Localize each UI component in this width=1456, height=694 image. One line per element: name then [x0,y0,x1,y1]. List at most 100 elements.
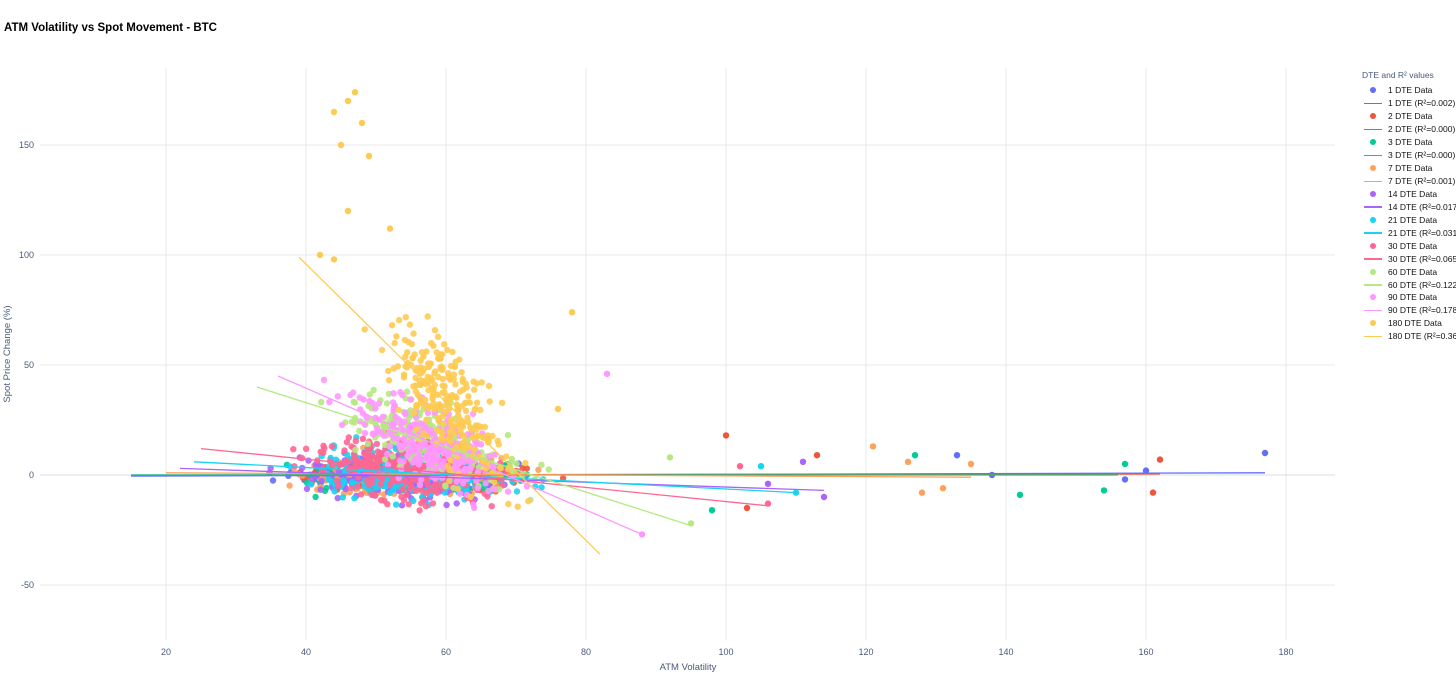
scatter-point [456,356,463,363]
scatter-point [417,400,424,407]
legend-item-data[interactable]: 180 DTE Data [1362,317,1456,330]
scatter-point [498,455,505,462]
legend-item-fit[interactable]: 14 DTE (R²=0.017) [1362,200,1456,213]
legend-label: 1 DTE (R²=0.002) [1388,98,1456,109]
y-tick-label: 50 [24,360,34,370]
scatter-point [387,430,394,437]
legend-item-fit[interactable]: 3 DTE (R²=0.000) [1362,149,1456,162]
scatter-point [405,439,412,446]
scatter-point [386,481,394,488]
scatter-point [331,488,338,495]
scatter-point [1142,467,1150,474]
legend-item-data[interactable]: 14 DTE Data [1362,188,1456,201]
scatter-point [433,489,441,496]
scatter-point [428,402,435,410]
scatter-point [352,437,359,445]
legend-item-data[interactable]: 7 DTE Data [1362,162,1456,175]
scatter-point [431,327,439,334]
scatter-point [317,448,324,455]
scatter-point [446,477,453,484]
scatter-point [522,459,529,467]
scatter-point [422,404,429,411]
scatter-point [343,439,351,446]
legend-marker-icon [1362,137,1384,147]
scatter-point [351,89,359,96]
scatter-point [400,496,408,504]
scatter-point [423,416,431,424]
scatter-point [1149,489,1157,496]
legend-label: 60 DTE Data [1388,266,1438,277]
scatter-point [368,491,375,498]
scatter-point [495,486,503,493]
scatter-point [503,453,510,460]
x-tick-label: 140 [998,647,1013,657]
scatter-point [445,374,452,381]
legend-item-fit[interactable]: 1 DTE (R²=0.002) [1362,97,1456,110]
scatter-point [757,463,765,470]
scatter-point [435,373,442,381]
scatter-point [343,458,350,466]
legend-item-data[interactable]: 2 DTE Data [1362,110,1456,123]
scatter-point [495,441,502,448]
scatter-point [463,475,471,483]
scatter-point [391,339,398,347]
legend-marker-icon [1362,267,1384,277]
scatter-point [369,452,376,460]
scatter-point [391,402,398,409]
scatter-point [422,503,430,510]
legend-item-fit[interactable]: 60 DTE (R²=0.122) [1362,278,1456,291]
scatter-point [485,382,493,390]
scatter-point [473,441,480,448]
scatter-point [446,396,453,403]
scatter-point [400,374,408,381]
scatter-point [373,440,381,448]
legend-item-fit[interactable]: 180 DTE (R²=0.364) [1362,330,1456,343]
fit-lines-layer [130,256,1266,555]
scatter-point [338,421,346,429]
legend-item-fit[interactable]: 21 DTE (R²=0.031) [1362,226,1456,239]
scatter-point [361,326,368,333]
scatter-point [453,500,460,507]
scatter-point [445,434,453,442]
scatter-point [302,445,310,452]
scatter-point [430,449,437,456]
scatter-point [459,439,467,446]
scatter-point [1156,456,1164,463]
x-tick-label: 100 [718,647,733,657]
scatter-point [351,399,358,406]
legend-marker-icon [1362,163,1384,173]
legend-marker-icon [1362,189,1384,199]
legend-item-fit[interactable]: 2 DTE (R²=0.000) [1362,123,1456,136]
scatter-point [379,475,386,482]
scatter-point [364,440,372,447]
scatter-point [416,481,424,489]
legend-item-fit[interactable]: 90 DTE (R²=0.178) [1362,304,1456,317]
legend-line-icon [1362,98,1384,108]
scatter-point [395,406,402,414]
scatter-point [386,225,394,232]
legend-item-data[interactable]: 3 DTE Data [1362,136,1456,149]
scatter-point [334,482,342,489]
y-tick-label: 150 [19,140,34,150]
scatter-point [286,482,293,489]
scatter-point [457,490,464,497]
scatter-point [1016,491,1024,498]
legend-item-data[interactable]: 30 DTE Data [1362,239,1456,252]
scatter-point [407,422,414,430]
legend-label: 21 DTE Data [1388,214,1438,225]
legend-item-data[interactable]: 60 DTE Data [1362,265,1456,278]
scatter-point [390,390,397,397]
legend-item-fit[interactable]: 30 DTE (R²=0.065) [1362,252,1456,265]
legend-item-data[interactable]: 90 DTE Data [1362,291,1456,304]
legend-label: 180 DTE Data [1388,318,1442,329]
scatter-point [458,459,465,466]
scatter-point [559,475,567,482]
scatter-point [464,414,471,421]
scatter-point [392,501,400,508]
scatter-point [481,423,489,431]
legend-marker-icon [1362,318,1384,328]
legend-item-data[interactable]: 21 DTE Data [1362,213,1456,226]
legend-line-icon [1362,176,1384,186]
legend-item-fit[interactable]: 7 DTE (R²=0.001) [1362,175,1456,188]
legend-item-data[interactable]: 1 DTE Data [1362,84,1456,97]
